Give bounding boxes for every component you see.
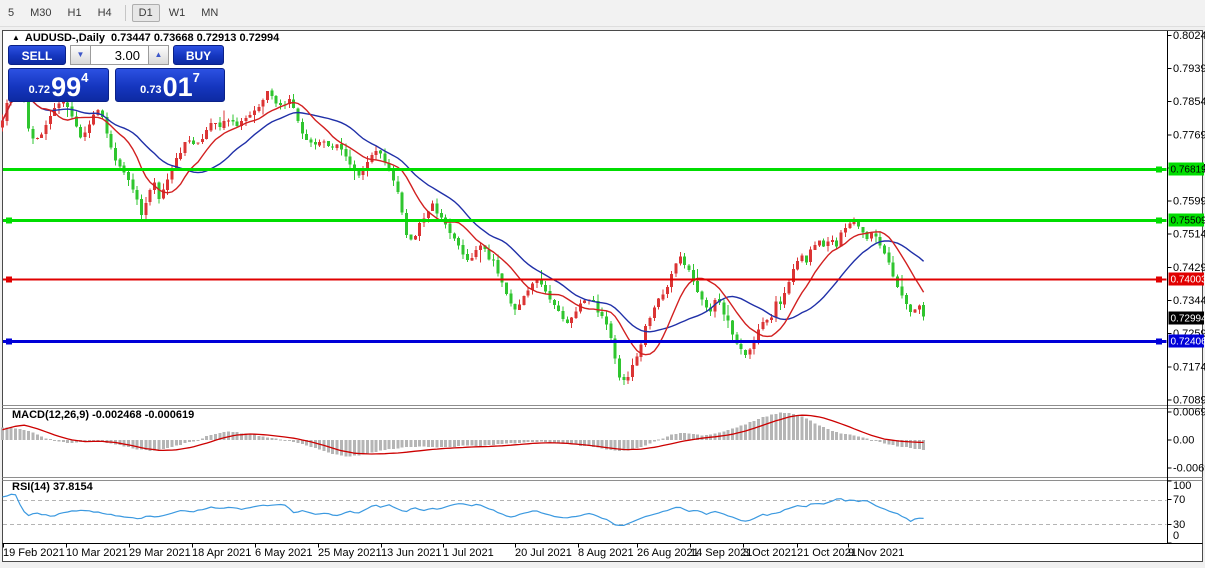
svg-text:0.80245: 0.80245 [1173,30,1205,42]
volume-decrease-button[interactable]: ▼ [70,45,90,65]
timeframe-toolbar: 5 M30 H1 H4 D1 W1 MN [0,0,1205,27]
svg-text:29 Mar 2021: 29 Mar 2021 [129,547,191,559]
svg-text:18 Apr 2021: 18 Apr 2021 [192,547,251,559]
buy-price-sup: 7 [192,70,200,85]
sell-price-big: 99 [51,72,82,102]
svg-text:1 Jul 2021: 1 Jul 2021 [443,547,494,559]
svg-text:19 Feb 2021: 19 Feb 2021 [3,547,65,559]
ohlc-values: 0.73447 0.73668 0.72913 0.72994 [111,32,280,44]
svg-text:0.70895: 0.70895 [1173,394,1205,406]
svg-text:0.75509: 0.75509 [1171,216,1205,227]
volume-increase-button[interactable]: ▲ [149,45,169,65]
macd-values: -0.002468 -0.000619 [92,409,195,421]
svg-text:0.72406: 0.72406 [1171,337,1205,348]
svg-text:25 May 2021: 25 May 2021 [318,547,382,559]
timeframe-button-mn[interactable]: MN [194,4,225,22]
svg-text:13 Jun 2021: 13 Jun 2021 [381,547,442,559]
price-axis[interactable] [1168,31,1204,543]
chevron-up-icon: ▲ [154,50,163,59]
svg-text:0.71745: 0.71745 [1173,361,1205,373]
svg-text:14 Sep 2021: 14 Sep 2021 [690,547,752,559]
toolbar-divider [124,5,126,21]
svg-text:100: 100 [1173,480,1191,492]
sell-price-small: 0.72 [28,84,51,96]
rsi-value: 37.8154 [52,481,93,493]
svg-text:0.74295: 0.74295 [1173,262,1205,274]
timeframe-button-w1[interactable]: W1 [162,4,193,22]
symbol-label: AUDUSD-,Daily [24,32,105,44]
svg-text:0.73445: 0.73445 [1173,295,1205,307]
sell-price-sup: 4 [81,70,89,85]
svg-text:0.78545: 0.78545 [1173,96,1205,108]
svg-text:8 Aug 2021: 8 Aug 2021 [578,547,634,559]
volume-input[interactable]: 3.00 [90,45,149,65]
svg-text:0.72994: 0.72994 [1171,314,1205,325]
timeframe-button-m5[interactable]: 5 [1,4,21,22]
buy-price-big: 01 [162,72,193,102]
svg-text:9 Nov 2021: 9 Nov 2021 [848,547,904,559]
svg-text:0: 0 [1173,530,1179,542]
sell-price-display[interactable]: 0.72 99 4 [8,68,109,102]
macd-label: MACD(12,26,9) -0.002468 -0.000619 [12,409,195,421]
svg-text:0.79395: 0.79395 [1173,63,1205,75]
svg-text:0.76819: 0.76819 [1171,165,1205,176]
timeframe-button-m30[interactable]: M30 [23,4,58,22]
svg-text:10 Mar 2021: 10 Mar 2021 [66,547,128,559]
svg-text:0.75145: 0.75145 [1173,229,1205,241]
svg-text:0.006936: 0.006936 [1173,407,1205,419]
svg-text:0.00: 0.00 [1173,435,1194,447]
time-axis[interactable] [3,544,1166,561]
timeframe-button-h4[interactable]: H4 [91,4,119,22]
svg-text:-0.006993: -0.006993 [1173,463,1205,475]
chart-title: ▲ AUDUSD-,Daily 0.73447 0.73668 0.72913 0.… [12,32,279,44]
buy-price-display[interactable]: 0.73 01 7 [115,68,225,102]
svg-text:21 Oct 2021: 21 Oct 2021 [797,547,857,559]
svg-text:0.74003: 0.74003 [1171,274,1205,285]
rsi-label: RSI(14) 37.8154 [12,481,93,493]
timeframe-button-h1[interactable]: H1 [61,4,89,22]
svg-text:30: 30 [1173,519,1185,531]
svg-text:0.75995: 0.75995 [1173,196,1205,208]
svg-text:3 Oct 2021: 3 Oct 2021 [743,547,797,559]
sell-button[interactable]: SELL [8,45,66,65]
svg-text:0.77695: 0.77695 [1173,129,1205,141]
svg-text:20 Jul 2021: 20 Jul 2021 [515,547,572,559]
chevron-down-icon: ▼ [76,50,85,59]
buy-price-small: 0.73 [140,84,162,96]
one-click-panel-toggle-icon[interactable]: ▲ [12,33,20,42]
svg-text:26 Aug 2021: 26 Aug 2021 [637,547,699,559]
svg-text:6 May 2021: 6 May 2021 [255,547,312,559]
buy-button[interactable]: BUY [173,45,224,65]
svg-text:70: 70 [1173,494,1185,506]
one-click-trading-panel: SELL ▼ 3.00 ▲ BUY 0.72 99 4 0.73 01 7 [8,45,229,102]
timeframe-button-d1[interactable]: D1 [131,4,160,22]
